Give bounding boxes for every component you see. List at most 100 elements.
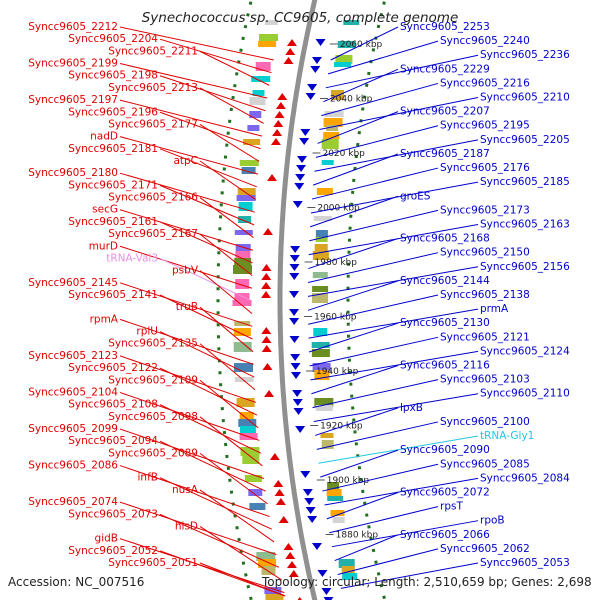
left-label-leader bbox=[159, 513, 280, 568]
genome-summary-text: Topology: circular; Length: 2,510,659 bp… bbox=[261, 575, 592, 589]
inner-dotted-ring bbox=[346, 0, 387, 600]
reverse-gene-arrow bbox=[311, 543, 322, 550]
forward-gene-arrow bbox=[286, 39, 297, 46]
cog-category-block bbox=[326, 125, 339, 131]
right-gene-label: Syncc9605_2229 bbox=[400, 63, 490, 75]
right-gene-label: Syncc9605_2130 bbox=[400, 317, 490, 329]
forward-gene-arrow bbox=[277, 93, 288, 100]
right-gene-label: Syncc9605_2185 bbox=[480, 176, 570, 188]
accession-text: Accession: NC_007516 bbox=[8, 575, 144, 589]
right-gene-label: Syncc9605_2116 bbox=[400, 360, 490, 372]
cog-category-block bbox=[234, 363, 253, 372]
right-gene-label: lpxB bbox=[400, 402, 423, 414]
right-label-leader bbox=[319, 97, 479, 131]
forward-gene-arrow bbox=[262, 228, 273, 235]
cog-category-block bbox=[314, 244, 328, 252]
feature-tracks bbox=[216, 0, 387, 600]
forward-gene-arrow bbox=[274, 489, 285, 496]
genome-backbone bbox=[277, 0, 318, 600]
cog-category-block bbox=[312, 363, 331, 372]
right-label-leader bbox=[311, 167, 439, 200]
cog-category-block bbox=[233, 328, 251, 336]
reverse-gene-arrow bbox=[290, 246, 301, 253]
cog-category-block bbox=[249, 111, 262, 118]
left-gene-label: Syncc9605_2212 bbox=[28, 21, 118, 33]
left-gene-label: Syncc9605_2109 bbox=[108, 374, 198, 386]
left-gene-label: Syncc9605_2135 bbox=[108, 338, 198, 350]
kbp-tick-label: 2020 kbp bbox=[322, 149, 365, 159]
right-label-leader bbox=[308, 252, 439, 283]
right-label-leader bbox=[308, 223, 479, 256]
left-gene-label: nusA bbox=[172, 484, 199, 496]
reverse-gene-arrow bbox=[297, 156, 308, 163]
forward-gene-arrow bbox=[261, 282, 272, 289]
cog-category-block bbox=[265, 594, 284, 600]
reverse-gene-arrow bbox=[310, 66, 321, 73]
left-gene-label: gidB bbox=[95, 533, 118, 545]
right-gene-label: tRNA-Gly1 bbox=[480, 430, 534, 442]
left-gene-label: Syncc9605_2123 bbox=[28, 350, 118, 362]
reverse-gene-arrow bbox=[289, 336, 300, 343]
right-gene-label: Syncc9605_2210 bbox=[480, 92, 570, 104]
right-label-leader bbox=[337, 548, 439, 575]
right-label-leader bbox=[307, 266, 479, 297]
reverse-gene-arrow bbox=[289, 291, 300, 298]
kbp-tick-label: 2040 kbp bbox=[330, 95, 373, 105]
reverse-gene-arrow bbox=[305, 507, 316, 514]
left-gene-label: Syncc9605_2073 bbox=[68, 508, 158, 520]
left-label-leader bbox=[159, 148, 257, 188]
cog-category-block bbox=[312, 251, 329, 260]
cog-category-block bbox=[326, 489, 342, 496]
reverse-gene-arrow bbox=[304, 498, 315, 505]
left-label-leader bbox=[159, 477, 272, 530]
left-label-leader bbox=[159, 367, 258, 416]
cog-category-block bbox=[321, 160, 334, 165]
reverse-gene-arrow bbox=[296, 165, 307, 172]
cog-category-block bbox=[341, 566, 355, 574]
left-label-leader bbox=[199, 343, 256, 391]
left-label-leader bbox=[119, 318, 254, 365]
left-label-leader bbox=[159, 550, 286, 597]
left-gene-label: psbV bbox=[172, 265, 199, 277]
right-gene-label: Syncc9605_2176 bbox=[440, 162, 530, 174]
kbp-tick-label: 1940 kbp bbox=[316, 367, 359, 377]
left-gene-label: secG bbox=[92, 204, 118, 216]
reverse-gene-arrow bbox=[294, 183, 305, 190]
left-gene-label: Syncc9605_2108 bbox=[68, 399, 158, 411]
left-label-leader bbox=[159, 294, 253, 340]
cog-category-block bbox=[234, 258, 252, 266]
forward-gene-arrow bbox=[286, 561, 297, 568]
left-gene-label: Syncc9605_2180 bbox=[28, 167, 118, 179]
cog-category-block bbox=[238, 216, 252, 223]
cog-category-block bbox=[240, 447, 260, 456]
left-gene-label: Syncc9605_2145 bbox=[28, 277, 118, 289]
label-leader-lines bbox=[119, 26, 479, 597]
left-gene-label: Syncc9605_2094 bbox=[68, 435, 158, 447]
cog-category-block bbox=[335, 55, 353, 64]
left-gene-label: Syncc9605_2089 bbox=[108, 447, 198, 459]
forward-gene-arrow bbox=[261, 336, 272, 343]
right-label-leader bbox=[321, 82, 439, 117]
cog-category-block bbox=[244, 475, 262, 482]
right-gene-label: groES bbox=[400, 190, 431, 202]
cog-category-block bbox=[327, 496, 344, 501]
kbp-tick-label: 1960 kbp bbox=[314, 313, 357, 323]
left-label-leader bbox=[159, 440, 266, 492]
right-label-leader bbox=[340, 562, 479, 589]
left-label-leader bbox=[119, 136, 259, 175]
right-label-leader bbox=[323, 68, 399, 103]
cog-category-block bbox=[235, 251, 251, 258]
left-label-leader bbox=[119, 245, 253, 289]
left-gene-label: rplU bbox=[136, 326, 158, 338]
reverse-gene-arrow bbox=[295, 174, 306, 181]
cog-category-block bbox=[233, 342, 252, 352]
forward-gene-arrow bbox=[275, 102, 286, 109]
reverse-gene-arrow bbox=[299, 138, 310, 145]
forward-gene-arrow bbox=[272, 129, 283, 136]
left-gene-label: Syncc9605_2086 bbox=[28, 460, 118, 472]
right-gene-label: Syncc9605_2216 bbox=[440, 77, 530, 89]
forward-gene-arrow bbox=[261, 264, 272, 271]
right-gene-label: Syncc9605_2110 bbox=[480, 388, 570, 400]
forward-gene-arrow bbox=[278, 516, 289, 523]
right-label-leader bbox=[325, 54, 479, 89]
